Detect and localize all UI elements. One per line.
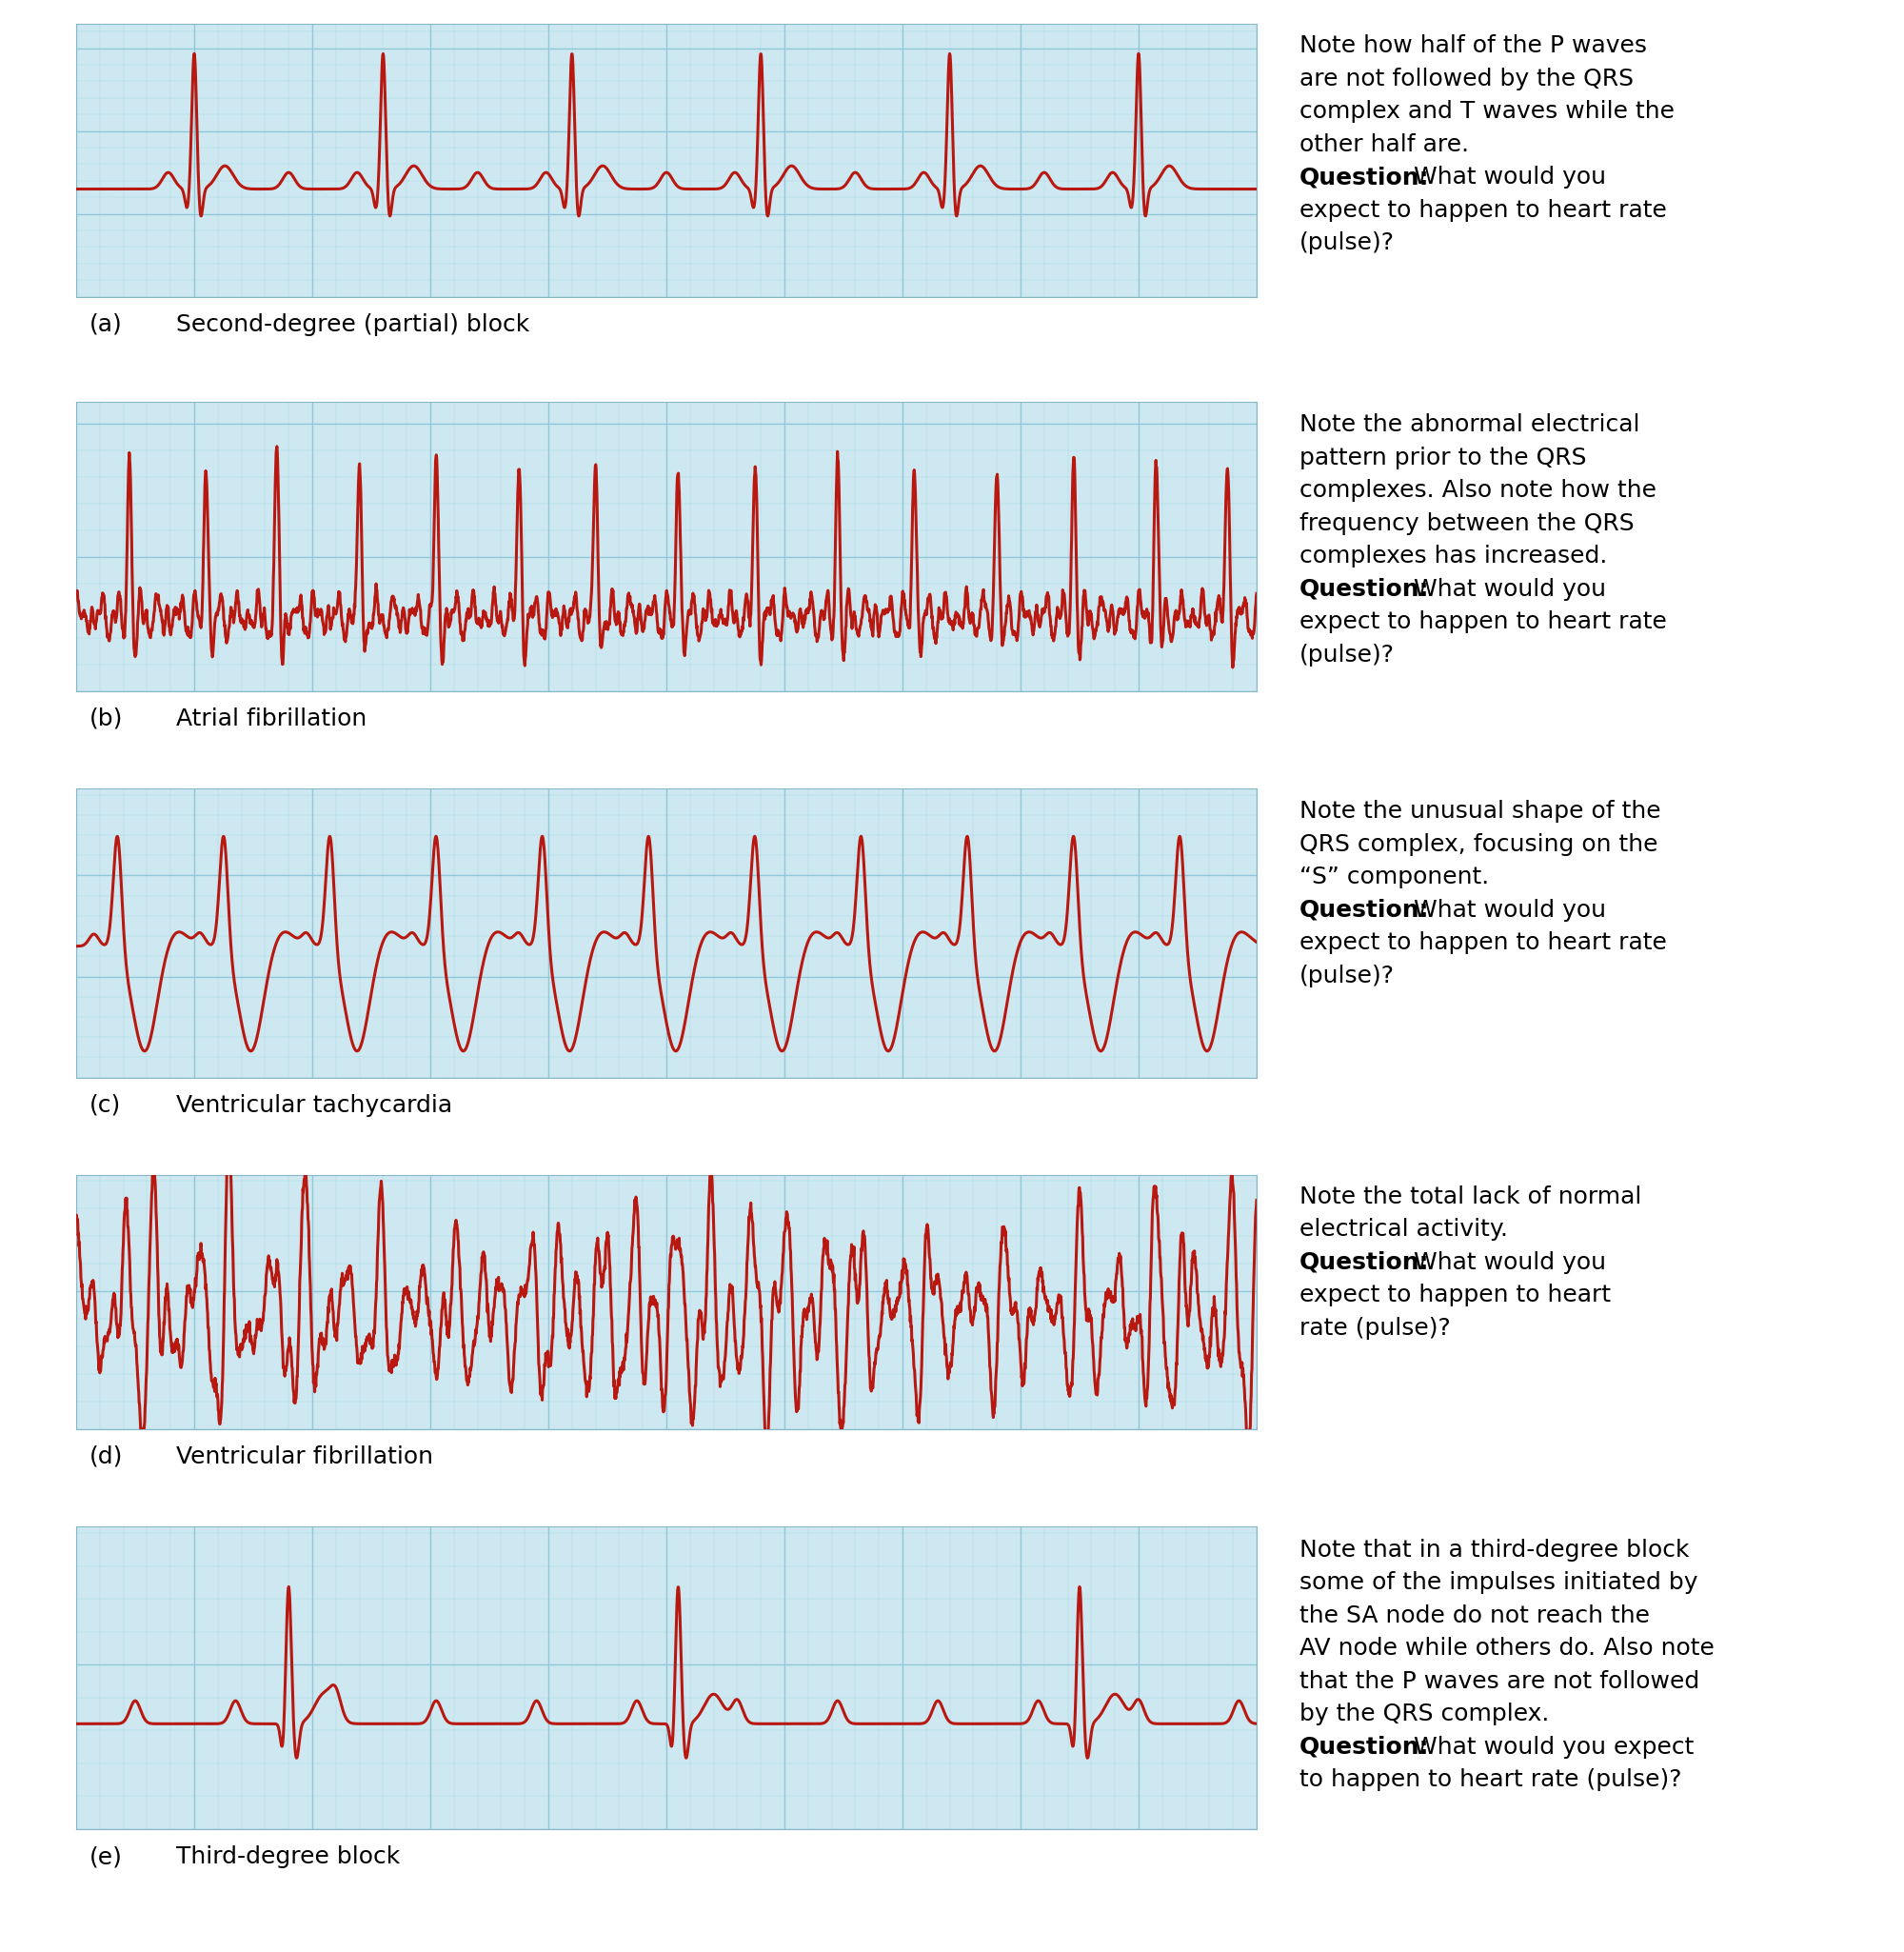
Text: (pulse)?: (pulse)? <box>1300 232 1396 254</box>
Text: AV node while others do. Also note: AV node while others do. Also note <box>1300 1638 1716 1659</box>
Text: complexes. Also note how the: complexes. Also note how the <box>1300 480 1656 502</box>
Text: “S” component.: “S” component. <box>1300 867 1489 888</box>
Text: (e): (e) <box>89 1845 122 1868</box>
Text: expect to happen to heart rate: expect to happen to heart rate <box>1300 199 1668 221</box>
Text: Atrial fibrillation: Atrial fibrillation <box>175 707 367 730</box>
Text: (pulse)?: (pulse)? <box>1300 644 1396 666</box>
Text: Note the unusual shape of the: Note the unusual shape of the <box>1300 800 1660 824</box>
Text: What would you: What would you <box>1407 1251 1607 1275</box>
Text: are not followed by the QRS: are not followed by the QRS <box>1300 66 1634 90</box>
Text: frequency between the QRS: frequency between the QRS <box>1300 511 1634 535</box>
Text: by the QRS complex.: by the QRS complex. <box>1300 1702 1550 1726</box>
Text: Question:: Question: <box>1300 1251 1430 1275</box>
Text: Ventricular fibrillation: Ventricular fibrillation <box>175 1444 434 1468</box>
Text: Question:: Question: <box>1300 166 1430 189</box>
Text: What would you: What would you <box>1407 898 1607 921</box>
Text: to happen to heart rate (pulse)?: to happen to heart rate (pulse)? <box>1300 1769 1681 1792</box>
Text: expect to happen to heart rate: expect to happen to heart rate <box>1300 931 1668 955</box>
Text: What would you: What would you <box>1407 578 1607 601</box>
Text: What would you expect: What would you expect <box>1407 1735 1695 1759</box>
Text: Note that in a third-degree block: Note that in a third-degree block <box>1300 1538 1689 1562</box>
Text: What would you: What would you <box>1407 166 1607 189</box>
Text: Question:: Question: <box>1300 1735 1430 1759</box>
Text: Ventricular tachycardia: Ventricular tachycardia <box>175 1093 453 1117</box>
Text: some of the impulses initiated by: some of the impulses initiated by <box>1300 1571 1698 1595</box>
Text: Third-degree block: Third-degree block <box>175 1845 400 1868</box>
Text: QRS complex, focusing on the: QRS complex, focusing on the <box>1300 834 1658 855</box>
Text: Note the total lack of normal: Note the total lack of normal <box>1300 1185 1641 1208</box>
Text: Question:: Question: <box>1300 578 1430 601</box>
Text: pattern prior to the QRS: pattern prior to the QRS <box>1300 447 1586 468</box>
Text: Note the abnormal electrical: Note the abnormal electrical <box>1300 414 1639 437</box>
Text: that the P waves are not followed: that the P waves are not followed <box>1300 1671 1700 1692</box>
Text: expect to happen to heart rate: expect to happen to heart rate <box>1300 611 1668 634</box>
Text: (pulse)?: (pulse)? <box>1300 964 1396 988</box>
Text: (a): (a) <box>89 312 122 336</box>
Text: complex and T waves while the: complex and T waves while the <box>1300 100 1676 123</box>
Text: rate (pulse)?: rate (pulse)? <box>1300 1318 1451 1339</box>
Text: other half are.: other half are. <box>1300 133 1470 156</box>
Text: (b): (b) <box>89 707 124 730</box>
Text: electrical activity.: electrical activity. <box>1300 1218 1508 1241</box>
Text: expect to happen to heart: expect to happen to heart <box>1300 1284 1611 1306</box>
Text: complexes has increased.: complexes has increased. <box>1300 545 1607 568</box>
Text: Note how half of the P waves: Note how half of the P waves <box>1300 35 1647 57</box>
Text: (c): (c) <box>89 1093 122 1117</box>
Text: Second-degree (partial) block: Second-degree (partial) block <box>175 312 529 336</box>
Text: (d): (d) <box>89 1444 124 1468</box>
Text: Question:: Question: <box>1300 898 1430 921</box>
Text: the SA node do not reach the: the SA node do not reach the <box>1300 1605 1651 1628</box>
